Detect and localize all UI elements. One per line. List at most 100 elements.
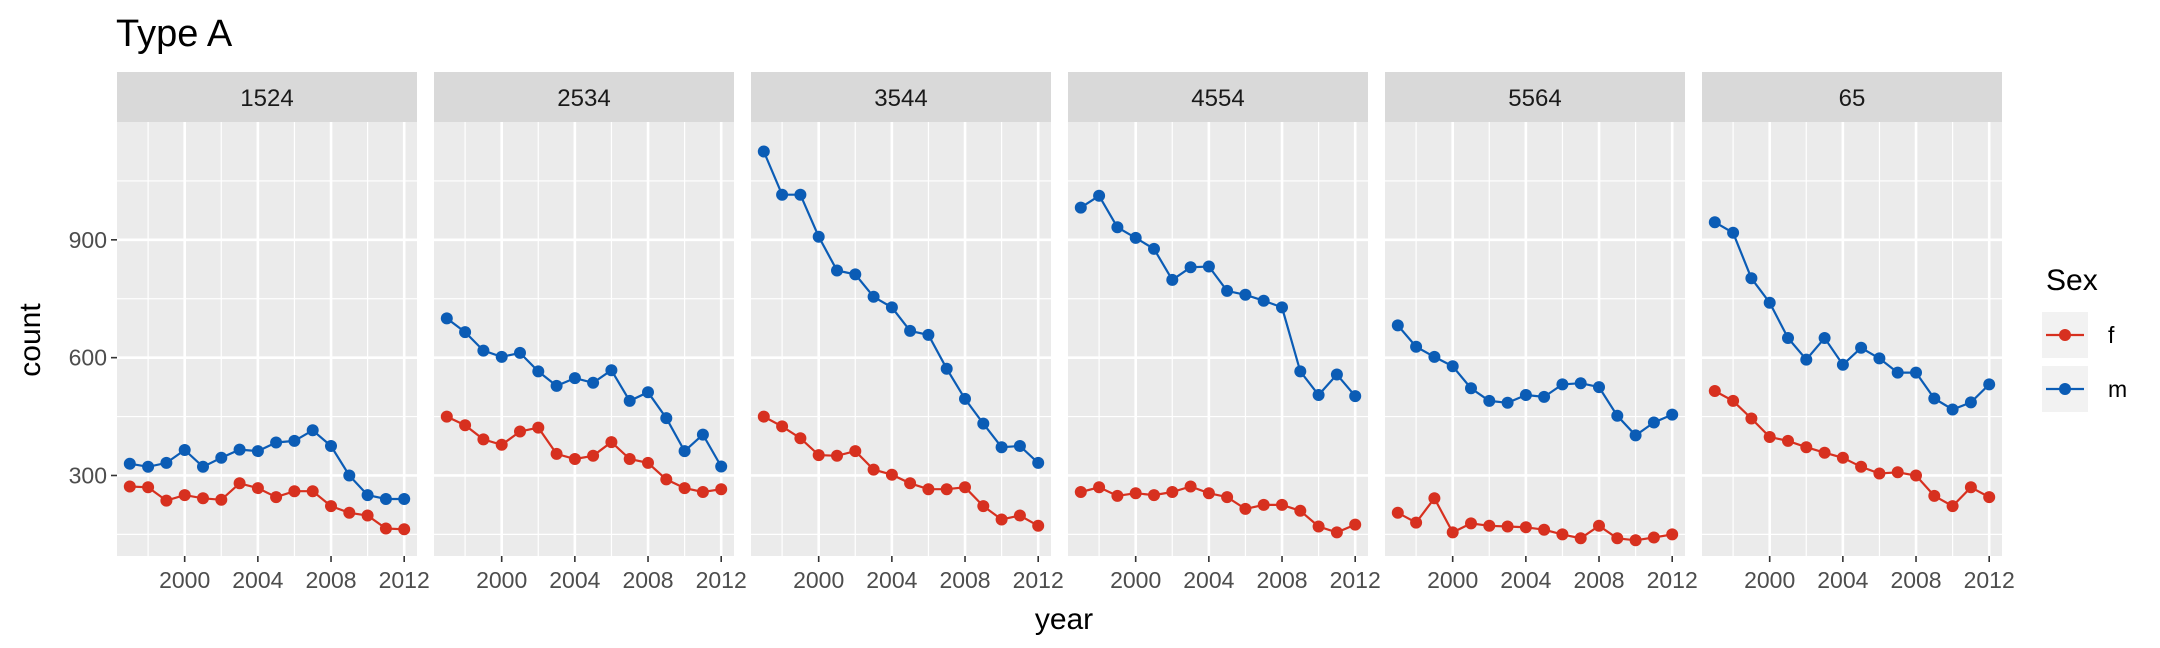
x-tick-label: 2008: [1573, 567, 1624, 593]
data-point-f: [1873, 467, 1886, 480]
data-point-f: [1093, 481, 1106, 494]
x-tick-label: 2000: [476, 567, 527, 593]
data-point-m: [1257, 294, 1270, 307]
data-point-m: [1763, 296, 1776, 309]
data-point-m: [1276, 301, 1288, 314]
data-point-f: [532, 421, 545, 434]
data-point-f: [1611, 532, 1624, 545]
data-point-m: [831, 264, 843, 277]
data-point-m: [849, 268, 862, 281]
y-axis-title: count: [14, 303, 47, 377]
series-line-f: [129, 482, 405, 531]
data-point-m: [550, 379, 563, 392]
data-point-f: [1574, 532, 1587, 545]
data-point-m: [715, 460, 728, 473]
legend-title: Sex: [2046, 264, 2098, 297]
legend-key-point: [2059, 383, 2071, 395]
data-point-m: [959, 392, 971, 405]
legend-label: m: [2108, 376, 2127, 402]
data-point-f: [1239, 502, 1252, 515]
data-point-m: [514, 346, 526, 359]
series-line-m: [1396, 324, 1673, 437]
data-point-f: [197, 492, 209, 505]
data-point-f: [776, 420, 789, 433]
facet-strip: [117, 72, 417, 122]
facet-panel-1524: 1524 2000 2004 2008 2012 300 600 900: [69, 72, 430, 593]
data-point-f: [1111, 489, 1124, 502]
data-point-m: [776, 188, 789, 201]
data-point-f: [325, 500, 337, 513]
x-tick-label: 2004: [1183, 567, 1234, 593]
data-point-m: [1538, 390, 1551, 403]
data-point-f: [1666, 528, 1679, 541]
y-tick-label: 900: [69, 227, 107, 253]
data-point-m: [1873, 352, 1886, 365]
data-point-m: [1666, 408, 1679, 421]
data-point-m: [1202, 260, 1215, 273]
x-tick-label: 2008: [305, 567, 356, 593]
data-point-f: [587, 449, 600, 462]
facet-strip-label: 65: [1839, 85, 1866, 112]
facet-panel-65: 65 2000 2004 2008 2012: [1702, 72, 2015, 593]
data-point-m: [1184, 261, 1197, 274]
data-point-m: [995, 441, 1008, 454]
data-point-f: [514, 425, 526, 438]
data-point-m: [1166, 273, 1179, 286]
data-point-f: [1538, 523, 1551, 536]
data-point-f: [1647, 531, 1660, 544]
data-point-m: [623, 394, 636, 407]
data-point-m: [160, 456, 173, 469]
data-point-m: [1745, 272, 1758, 285]
data-point-f: [1891, 466, 1904, 479]
data-point-m: [1428, 350, 1441, 363]
data-point-m: [794, 188, 807, 201]
data-point-m: [812, 230, 825, 243]
data-point-m: [288, 434, 301, 447]
facet-panel-2534: 2534 2000 2004 2008 2012: [434, 72, 747, 593]
data-point-m: [1410, 340, 1423, 353]
data-point-m: [532, 365, 545, 378]
facet-strip-label: 2534: [557, 85, 610, 112]
series-line-f: [1714, 390, 1990, 508]
data-point-m: [1294, 365, 1307, 378]
y-tick-label: 600: [69, 345, 107, 371]
data-point-f: [495, 438, 508, 451]
data-point-m: [642, 386, 654, 399]
data-point-f: [1428, 492, 1441, 505]
facet-strip: [1068, 72, 1368, 122]
x-tick-label: 2004: [1817, 567, 1868, 593]
data-point-m: [1611, 409, 1624, 422]
data-point-f: [977, 500, 990, 513]
x-tick-label: 2012: [696, 567, 747, 593]
data-point-m: [678, 445, 691, 458]
data-point-f: [623, 453, 636, 465]
data-point-f: [1013, 509, 1026, 522]
data-point-f: [757, 410, 770, 423]
data-point-f: [379, 522, 392, 535]
data-point-f: [1166, 486, 1179, 498]
data-point-m: [587, 376, 600, 389]
data-point-f: [1727, 394, 1740, 407]
series-line-m: [762, 151, 1039, 464]
data-point-m: [495, 350, 508, 363]
data-point-f: [715, 483, 728, 496]
data-point-m: [1708, 216, 1721, 229]
x-tick-label: 2008: [939, 567, 990, 593]
data-point-f: [459, 419, 472, 432]
data-point-m: [1221, 284, 1234, 297]
data-point-m: [605, 364, 618, 377]
data-point-f: [215, 493, 228, 506]
data-point-f: [812, 449, 825, 462]
data-point-m: [922, 328, 935, 341]
data-point-f: [142, 481, 155, 494]
series-line-m: [1714, 221, 1990, 411]
data-point-f: [1294, 504, 1307, 517]
data-point-f: [1221, 491, 1234, 504]
x-tick-label: 2000: [159, 567, 210, 593]
data-point-m: [1818, 332, 1831, 344]
data-point-m: [1629, 429, 1642, 442]
data-point-f: [1483, 519, 1496, 532]
series-line-f: [1397, 496, 1673, 542]
data-point-m: [1239, 288, 1252, 301]
x-tick-label: 2012: [379, 567, 430, 593]
